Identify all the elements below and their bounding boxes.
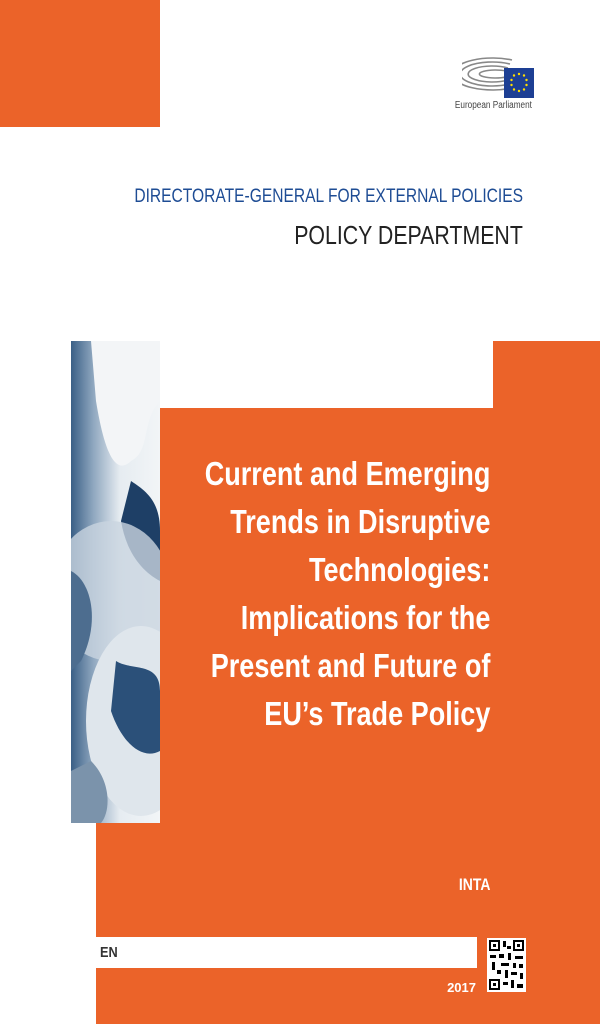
globes-photo: [71, 341, 160, 823]
title-line: Implications for the: [240, 599, 490, 636]
title-line: Trends in Disruptive: [229, 503, 490, 540]
qr-code: [487, 938, 526, 992]
top-left-block: [0, 0, 160, 127]
language-code: EN: [100, 944, 118, 961]
directorate-heading: DIRECTORATE-GENERAL FOR EXTERNAL POLICIE…: [134, 186, 523, 207]
report-title: Current and Emerging Trends in Disruptiv…: [204, 450, 490, 738]
orange-panel-top: [493, 341, 600, 408]
orange-panel-bottom: [96, 823, 600, 1024]
title-line: EU’s Trade Policy: [263, 695, 490, 732]
title-line: Technologies:: [308, 551, 490, 588]
orange-panel-main: [160, 408, 600, 823]
logo-label: European Parliament: [454, 100, 532, 111]
european-parliament-logo: [451, 50, 534, 98]
committee-label: INTA: [458, 875, 490, 894]
language-strip: [96, 937, 477, 968]
department-heading: POLICY DEPARTMENT: [294, 220, 523, 250]
title-line: Current and Emerging: [204, 455, 490, 492]
title-line: Present and Future of: [210, 647, 490, 684]
publication-year: 2017: [447, 980, 476, 995]
